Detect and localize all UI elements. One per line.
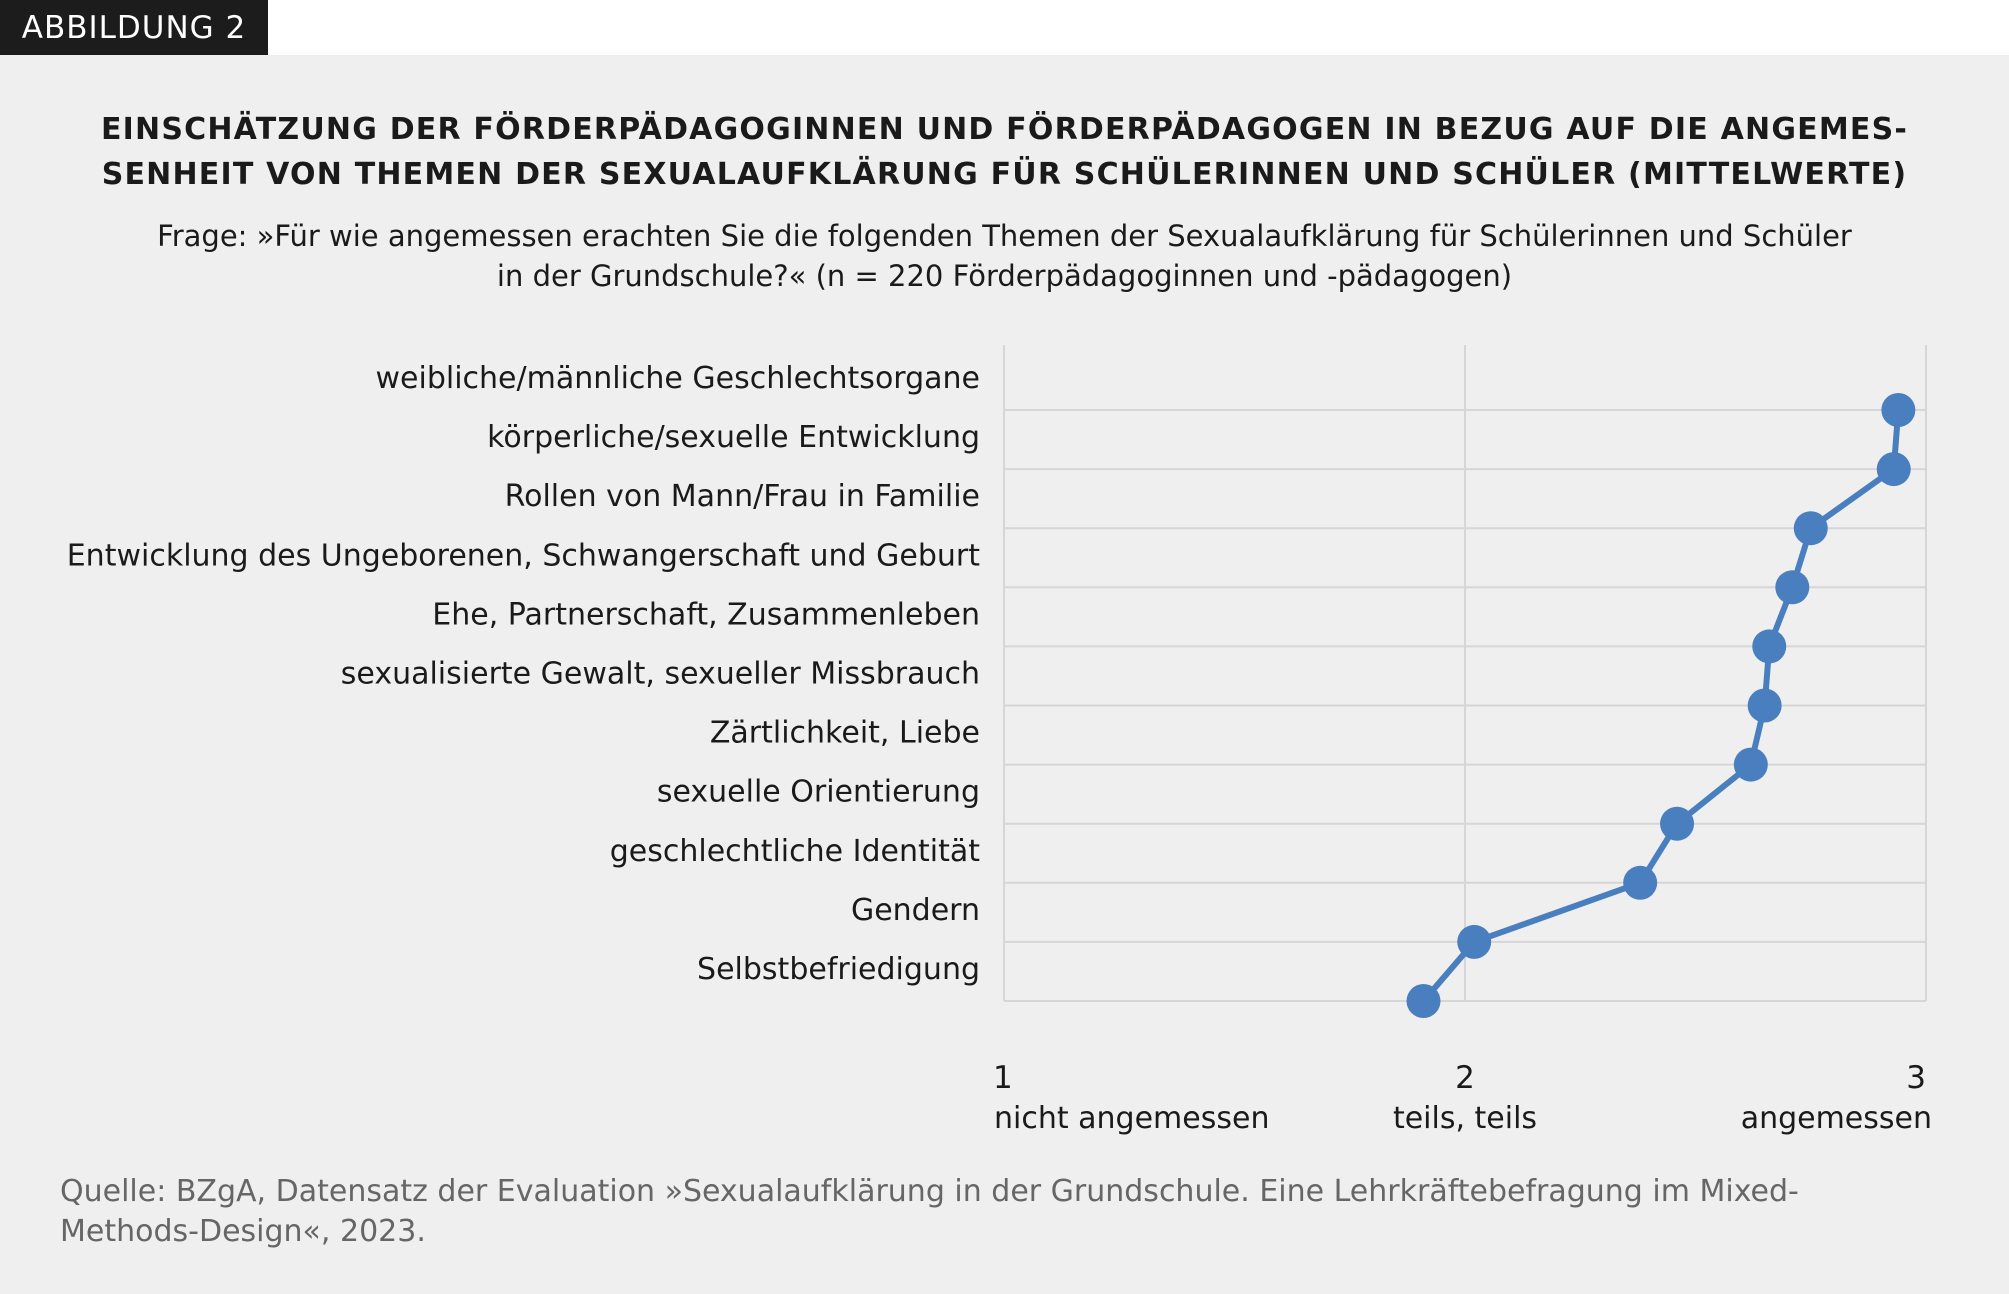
- data-point: [1876, 452, 1911, 487]
- data-point: [1406, 984, 1441, 1018]
- title-line: EINSCHÄTZUNG DER FÖRDERPÄDAGOGINNEN UND …: [100, 112, 1909, 147]
- x-tick-sublabel: teils, teils: [1393, 1101, 1537, 1136]
- category-label: Gendern: [851, 893, 980, 928]
- data-point: [1881, 393, 1916, 427]
- subtitle-line: Frage: »Für wie angemessen erachten Sie …: [157, 219, 1852, 253]
- category-label: weibliche/männliche Geschlechtsorgane: [375, 361, 980, 396]
- x-tick-sublabel: nicht angemessen: [994, 1101, 1269, 1136]
- source-line: Methods-Design«, 2023.: [60, 1214, 426, 1249]
- data-point: [1623, 865, 1658, 900]
- subtitle-line: in der Grundschule?« (n = 220 Förderpäda…: [496, 259, 1513, 293]
- source-note: Quelle: BZgA, Datensatz der Evaluation »…: [60, 1172, 1940, 1252]
- data-point: [1747, 688, 1782, 723]
- category-label: sexuelle Orientierung: [657, 775, 980, 810]
- chart-title: EINSCHÄTZUNG DER FÖRDERPÄDAGOGINNEN UND …: [0, 107, 2009, 197]
- category-label: Rollen von Mann/Frau in Familie: [505, 479, 980, 514]
- data-point: [1660, 806, 1695, 841]
- data-point: [1793, 511, 1828, 546]
- x-tick-label: 2: [1455, 1060, 1475, 1096]
- figure-badge: ABBILDUNG 2: [0, 0, 268, 55]
- x-tick-label: 3: [1906, 1060, 1926, 1096]
- title-line: SENHEIT VON THEMEN DER SEXUALAUFKLÄRUNG …: [101, 157, 1908, 192]
- category-label: körperliche/sexuelle Entwicklung: [487, 420, 980, 455]
- data-point: [1457, 924, 1492, 959]
- x-tick-sublabel: angemessen: [1741, 1101, 1932, 1136]
- data-point: [1752, 629, 1787, 664]
- category-label: Entwicklung des Ungeborenen, Schwangersc…: [67, 538, 981, 573]
- source-line: Quelle: BZgA, Datensatz der Evaluation »…: [60, 1174, 1799, 1209]
- data-point: [1775, 570, 1810, 605]
- category-label: sexualisierte Gewalt, sexueller Missbrau…: [341, 657, 980, 692]
- category-label: Zärtlichkeit, Liebe: [710, 716, 980, 751]
- data-point: [1733, 747, 1768, 782]
- x-tick-label: 1: [993, 1060, 1013, 1096]
- category-label: Ehe, Partnerschaft, Zusammenleben: [432, 597, 980, 632]
- category-label: Selbstbefriedigung: [697, 952, 980, 987]
- chart-subtitle: Frage: »Für wie angemessen erachten Sie …: [0, 216, 2009, 296]
- category-label: geschlechtliche Identität: [610, 834, 980, 869]
